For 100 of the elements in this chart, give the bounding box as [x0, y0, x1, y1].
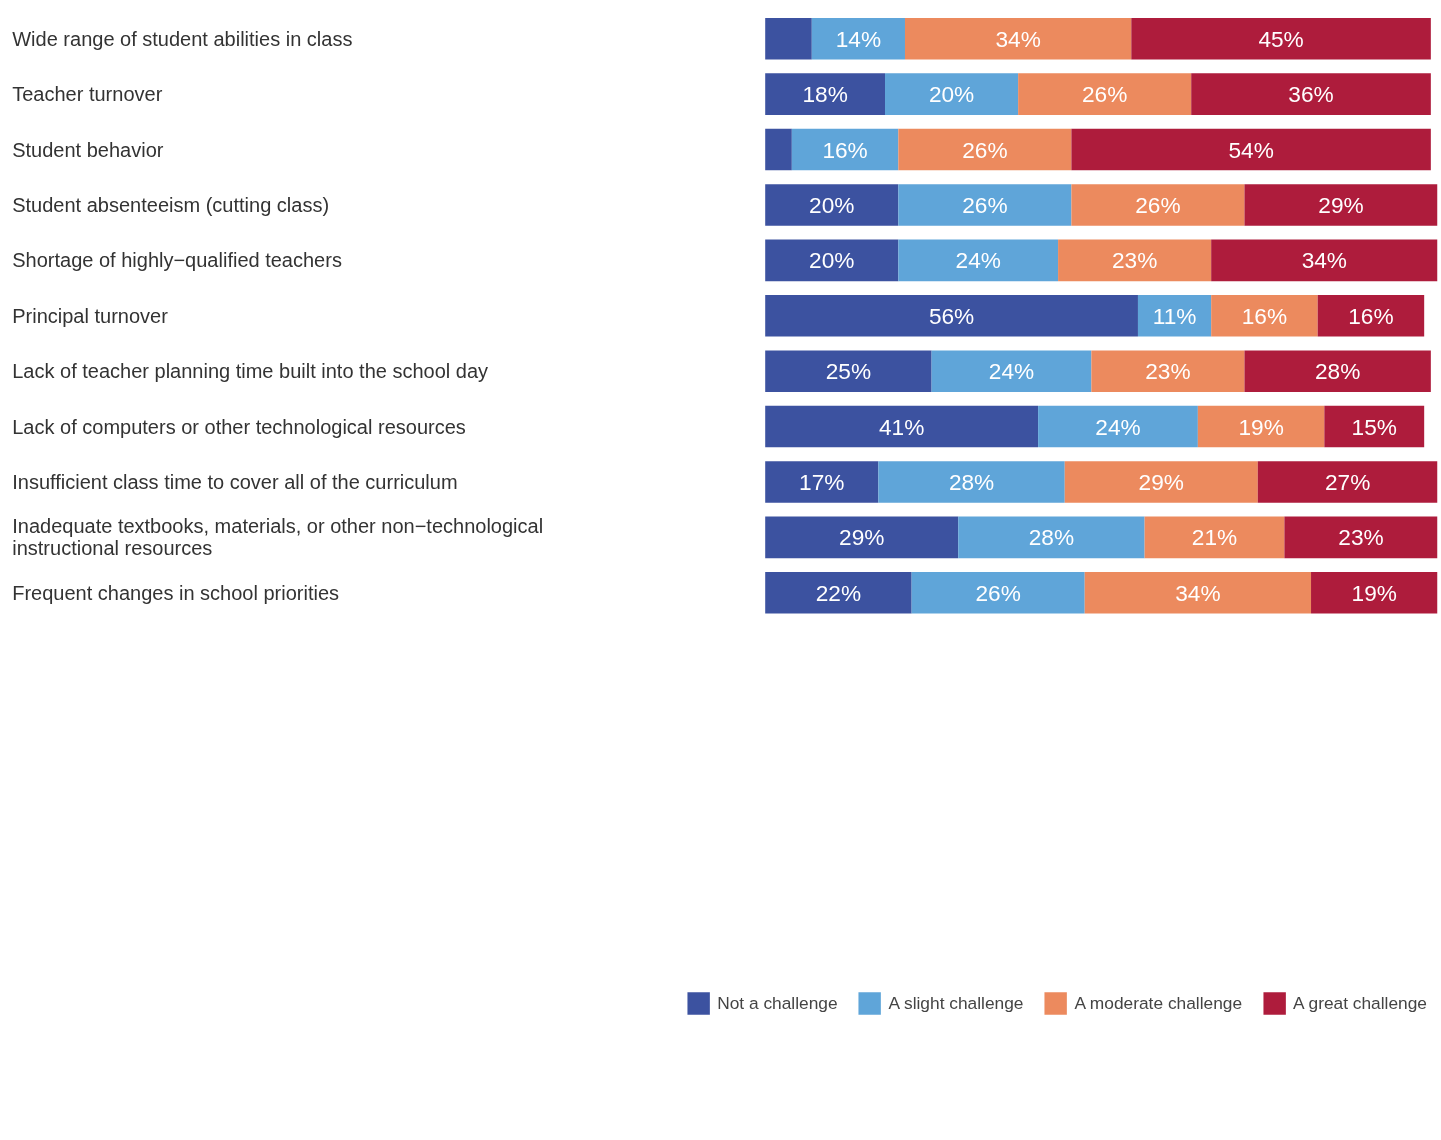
bar	[878, 461, 1065, 503]
bar	[898, 239, 1059, 282]
bar	[1211, 239, 1438, 282]
data-label: 23%	[1145, 358, 1191, 385]
bar	[791, 128, 899, 171]
data-label: 16%	[822, 136, 868, 163]
data-label: 26%	[962, 191, 1008, 218]
bar	[898, 128, 1072, 171]
data-label: 16%	[1241, 302, 1288, 329]
y-tick-label: Lack of computers or other technological resources	[12, 415, 466, 438]
legend-label: Not a challenge	[717, 992, 838, 1014]
bar	[765, 239, 899, 282]
legend-label: A slight challenge	[888, 992, 1024, 1014]
data-label: 20%	[809, 247, 855, 274]
data-label: 28%	[948, 468, 995, 495]
data-label: 54%	[1228, 136, 1274, 163]
y-tick-label: Wide range of student abilities in class	[12, 27, 353, 50]
data-label: 19%	[1351, 579, 1397, 606]
data-label: 56%	[928, 302, 975, 329]
data-label: 36%	[1288, 81, 1334, 108]
legend-label: A moderate challenge	[1074, 992, 1243, 1014]
y-tick-label: Principal turnover	[12, 304, 169, 327]
bar	[765, 516, 959, 559]
bar	[898, 184, 1072, 226]
bar	[1137, 294, 1212, 337]
bar	[765, 73, 886, 115]
data-label: 26%	[962, 136, 1008, 163]
data-label: 24%	[955, 247, 1001, 274]
bar	[765, 294, 1138, 337]
bar	[1064, 461, 1258, 503]
bar	[1211, 294, 1318, 337]
data-label: 34%	[1175, 579, 1221, 606]
data-label: 20%	[928, 81, 975, 108]
bar	[931, 350, 1092, 392]
y-tick-label: Insufficient class time to cover all of the curriculum	[12, 470, 458, 493]
y-tick-label: Teacher turnover	[12, 83, 163, 106]
data-label: 24%	[988, 358, 1035, 385]
bar	[1257, 461, 1438, 503]
bar	[1284, 516, 1438, 559]
bar	[1197, 405, 1325, 448]
bar	[1244, 350, 1431, 392]
data-label: 45%	[1258, 25, 1304, 52]
bar	[1317, 294, 1425, 337]
bar	[1058, 239, 1212, 282]
data-label: 18%	[802, 81, 848, 108]
data-label: 20%	[809, 191, 855, 218]
data-label: 21%	[1191, 524, 1238, 551]
bar	[765, 405, 1039, 448]
data-label: 29%	[1138, 468, 1184, 495]
bar	[958, 516, 1145, 559]
data-label: 11%	[1152, 302, 1197, 329]
bar	[765, 184, 899, 226]
bar	[1191, 73, 1431, 115]
bar	[765, 572, 912, 614]
data-label: 29%	[1318, 191, 1364, 218]
data-label: 15%	[1351, 413, 1397, 440]
data-label: 26%	[975, 579, 1021, 606]
data-label: 23%	[1338, 524, 1384, 551]
bar	[765, 128, 792, 171]
data-label: 34%	[1301, 247, 1348, 274]
data-label: 29%	[839, 524, 885, 551]
data-label: 16%	[1348, 302, 1394, 329]
data-label: 14%	[835, 25, 882, 52]
legend-label: A great challenge	[1293, 992, 1427, 1014]
data-label: 22%	[815, 579, 862, 606]
bar	[1091, 350, 1245, 392]
data-label: 26%	[1135, 191, 1181, 218]
bar	[885, 73, 1019, 115]
bar	[1244, 184, 1438, 226]
data-label: 24%	[1095, 413, 1141, 440]
bar	[765, 350, 932, 392]
bar	[1144, 516, 1285, 559]
bar	[1018, 73, 1192, 115]
bar	[765, 461, 879, 503]
bar	[1084, 572, 1312, 614]
y-tick-label: Inadequate textbooks, materials, or other non−technological instructional resources	[12, 515, 544, 560]
data-label: 34%	[995, 25, 1041, 52]
bar	[1038, 405, 1198, 448]
y-tick-label: Student absenteeism (cutting class)	[12, 193, 330, 216]
bar	[1311, 572, 1438, 614]
bar	[1131, 17, 1431, 60]
data-label: 41%	[878, 413, 925, 440]
bar	[765, 17, 812, 60]
bar	[1071, 128, 1431, 171]
y-tick-label: Frequent changes in school priorities	[12, 581, 340, 604]
bar	[1071, 184, 1245, 226]
data-label: 25%	[825, 358, 872, 385]
y-tick-label: Student behavior	[12, 138, 164, 161]
data-label: 23%	[1111, 247, 1158, 274]
data-label: 28%	[1314, 358, 1361, 385]
data-label: 27%	[1324, 468, 1371, 495]
bar	[1324, 405, 1425, 448]
bar	[904, 17, 1132, 60]
y-tick-label: Shortage of highly−qualified teachers	[12, 249, 342, 272]
bar	[811, 17, 905, 60]
data-label: 28%	[1028, 524, 1075, 551]
y-tick-label: Lack of teacher planning time built into the school day	[12, 360, 489, 383]
bar	[911, 572, 1085, 614]
data-label: 26%	[1082, 81, 1128, 108]
data-label: 17%	[799, 468, 845, 495]
